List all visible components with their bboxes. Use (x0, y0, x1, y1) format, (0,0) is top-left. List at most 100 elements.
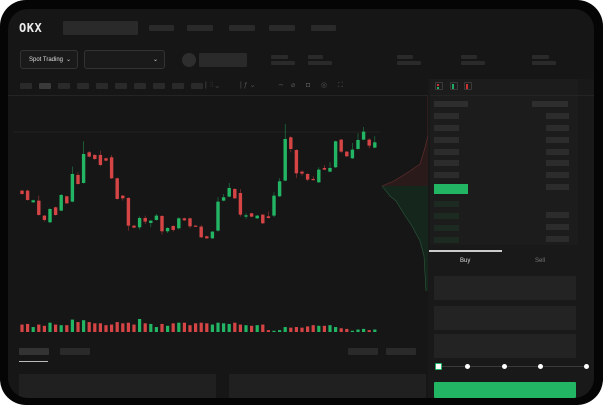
filter-button[interactable] (348, 348, 378, 355)
stat-value (271, 61, 295, 65)
okx-logo[interactable]: OKX (19, 21, 43, 35)
candle-body (126, 197, 131, 226)
volume-bar (160, 323, 164, 332)
timeframe-button[interactable] (77, 83, 89, 89)
stat-label (397, 55, 413, 59)
ask-price (434, 149, 459, 155)
volume-bar (65, 325, 69, 332)
candle-body (25, 190, 30, 200)
slider-stop-75[interactable] (538, 364, 543, 369)
ruler-icon[interactable]: ⌀ (291, 82, 296, 89)
candle-body (305, 173, 310, 180)
settings-icon[interactable]: ◎ (321, 82, 328, 89)
timeframe-button[interactable] (191, 83, 203, 89)
search-placeholder[interactable] (63, 21, 138, 35)
volume-bar (87, 322, 91, 332)
candle-body (48, 208, 52, 223)
timeframe-button[interactable] (153, 83, 165, 89)
column-header-price (434, 101, 468, 107)
indicator-icon[interactable]: | ƒ ⌄ (240, 82, 256, 89)
timeframe-button[interactable] (20, 83, 32, 89)
order-book-bids-icon[interactable] (450, 82, 458, 90)
candle-body (373, 142, 377, 148)
stat-label (532, 55, 549, 59)
chevron-down-icon: ⌄ (152, 57, 158, 63)
market-type-dropdown[interactable]: Spot Trading ⌄ (20, 50, 78, 69)
tab-open-orders[interactable] (19, 348, 49, 355)
candle-body (182, 218, 187, 221)
camera-icon[interactable]: ◘ (306, 82, 311, 89)
candle-type-icon[interactable]: ⫶⫶ ⌄ (210, 82, 220, 89)
candle-body (322, 167, 327, 170)
buy-button[interactable] (434, 382, 576, 398)
volume-bar (294, 327, 298, 332)
volume-bar (104, 325, 108, 332)
separator: | (205, 82, 207, 89)
ask-price (434, 137, 459, 143)
timeframe-button[interactable] (96, 83, 108, 89)
slider-stop-50[interactable] (502, 364, 507, 369)
volume-bar (115, 322, 119, 332)
candle-body (193, 225, 198, 227)
slider-stop-100[interactable] (584, 364, 589, 369)
pair-dropdown[interactable]: ⌄ (84, 50, 165, 69)
candle-body (356, 139, 360, 149)
line-tool-icon[interactable]: ∼ (278, 82, 284, 89)
filter-button[interactable] (386, 348, 416, 355)
slider-track[interactable] (438, 366, 588, 367)
fullscreen-icon[interactable]: ⛶ (338, 82, 343, 89)
volume-bar (244, 325, 248, 332)
nav-item[interactable] (149, 25, 174, 31)
volume-bar (48, 322, 52, 332)
stat-value (308, 61, 332, 65)
slider-stop-25[interactable] (465, 364, 470, 369)
nav-item[interactable] (269, 25, 295, 31)
candle-body (317, 169, 321, 183)
timeframe-button[interactable] (172, 83, 184, 89)
candle-body (87, 152, 91, 157)
tab-sell[interactable]: Sell (535, 258, 546, 264)
depth-bids-line (381, 185, 427, 291)
volume-bar (20, 324, 24, 332)
timeframe-button[interactable] (115, 83, 127, 89)
ask-amount (546, 160, 569, 166)
candlestick-chart[interactable] (8, 96, 383, 346)
depth-bids-area (382, 186, 428, 291)
candle-body (37, 200, 41, 215)
timeframe-button[interactable] (58, 83, 70, 89)
candle-body (261, 214, 265, 224)
depth-asks-line (381, 96, 429, 187)
volume-bar (317, 325, 321, 332)
candle-body (42, 215, 47, 220)
candle-body (65, 196, 69, 204)
timeframe-button[interactable] (39, 83, 51, 89)
order-book-both-icon[interactable] (435, 82, 443, 90)
ask-amount (546, 113, 569, 119)
tab-order-history[interactable] (60, 348, 90, 355)
volume-bar (37, 324, 41, 332)
total-input[interactable] (434, 334, 576, 358)
column-header-amount (532, 101, 568, 107)
volume-bar (76, 322, 80, 332)
nav-item[interactable] (229, 25, 255, 31)
volume-bar (149, 323, 153, 332)
nav-item[interactable] (187, 25, 213, 31)
order-book-asks-icon[interactable] (464, 82, 472, 90)
candle-body (199, 226, 203, 238)
timeframe-button[interactable] (134, 83, 146, 89)
candle-body (339, 139, 343, 152)
amount-input[interactable] (434, 306, 576, 330)
candle-body (160, 215, 164, 232)
coin-icon (182, 53, 196, 67)
volume-bar (283, 327, 287, 332)
volume-bar (238, 324, 242, 332)
price-input[interactable] (434, 276, 576, 300)
volume-bar (255, 325, 259, 332)
tab-buy[interactable]: Buy (460, 258, 471, 264)
volume-bar (345, 328, 349, 332)
volume-bar (328, 325, 332, 332)
slider-handle[interactable] (435, 363, 442, 370)
bid-price (434, 225, 459, 231)
nav-item[interactable] (311, 25, 336, 31)
bid-price (434, 237, 459, 243)
